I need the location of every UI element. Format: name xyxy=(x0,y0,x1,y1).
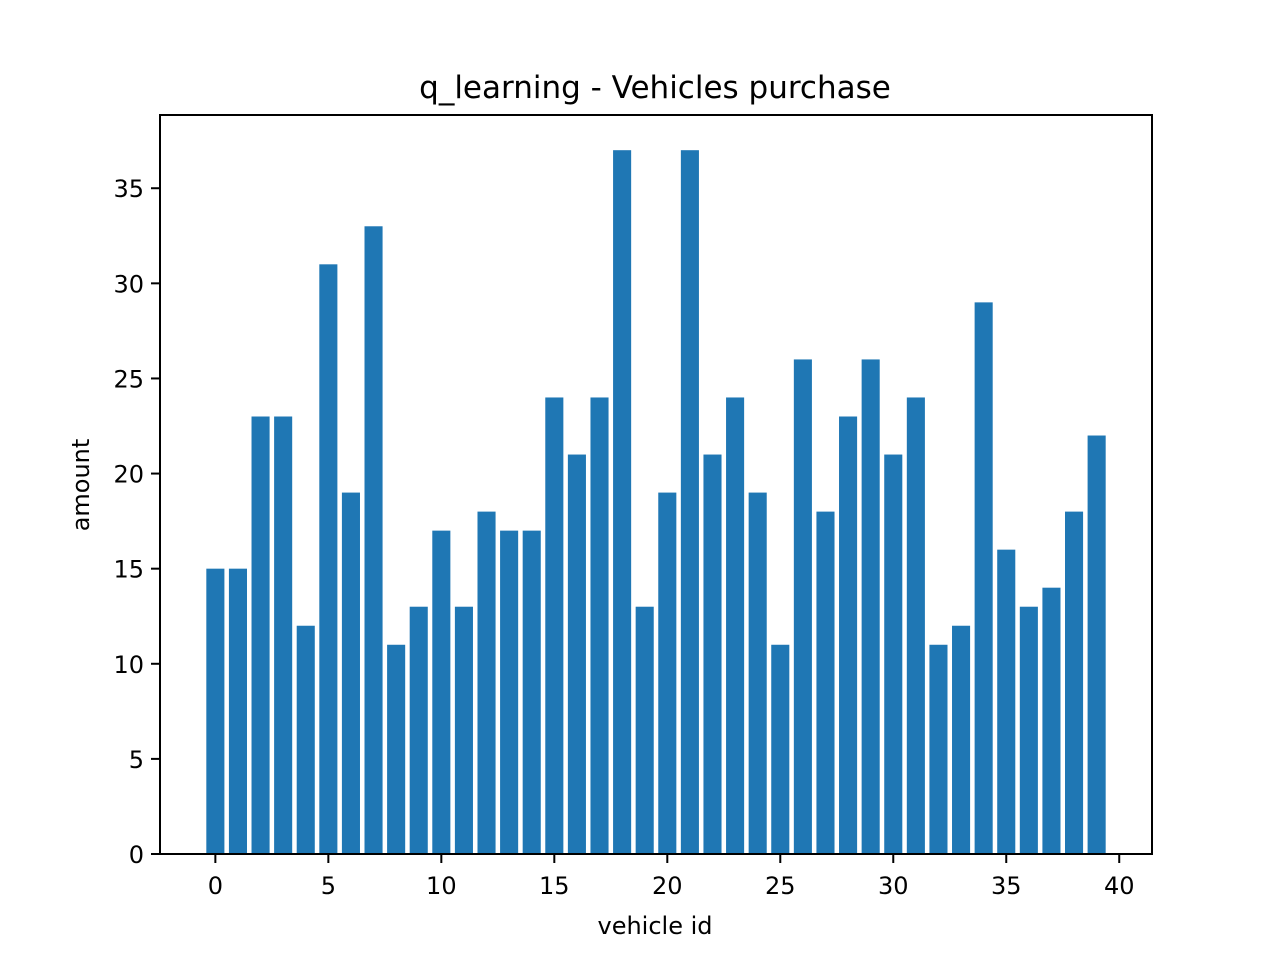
bar-vehicle-30 xyxy=(884,454,903,854)
bar-vehicle-31 xyxy=(906,397,925,854)
bar-vehicle-28 xyxy=(839,416,858,854)
bar-vehicle-15 xyxy=(545,397,564,854)
y-tick-label: 0 xyxy=(129,841,144,869)
bar-vehicle-19 xyxy=(635,606,654,854)
y-axis-label: amount xyxy=(67,439,95,532)
bar-vehicle-10 xyxy=(432,530,451,854)
bar-vehicle-34 xyxy=(974,302,993,854)
y-tick-label: 10 xyxy=(113,651,144,679)
y-tick-label: 30 xyxy=(113,270,144,298)
bar-vehicle-14 xyxy=(522,530,541,854)
bar-vehicle-5 xyxy=(319,264,338,854)
bar-vehicle-17 xyxy=(590,397,609,854)
x-tick-label: 30 xyxy=(878,872,909,900)
bar-vehicle-11 xyxy=(454,606,473,854)
bar-vehicle-20 xyxy=(658,492,677,854)
bar-vehicle-24 xyxy=(748,492,767,854)
bar-vehicle-12 xyxy=(477,511,496,854)
bar-vehicle-38 xyxy=(1065,511,1084,854)
x-tick-label: 15 xyxy=(539,872,570,900)
bar-vehicle-3 xyxy=(274,416,293,854)
y-tick-label: 20 xyxy=(113,461,144,489)
bar-vehicle-1 xyxy=(228,568,247,854)
bar-vehicle-21 xyxy=(680,150,699,854)
y-tick-label: 25 xyxy=(113,365,144,393)
bar-vehicle-32 xyxy=(929,644,948,854)
x-tick-label: 20 xyxy=(652,872,683,900)
x-tick-label: 10 xyxy=(426,872,457,900)
y-tick-label: 35 xyxy=(113,175,144,203)
x-axis-ticks: 0 5 10 15 20 25 30 35 40 xyxy=(208,854,1135,900)
bar-vehicle-25 xyxy=(771,644,790,854)
bar-vehicle-33 xyxy=(952,625,971,854)
bar-vehicle-39 xyxy=(1087,435,1106,854)
chart-title: q_learning - Vehicles purchase xyxy=(419,70,891,106)
bar-vehicle-6 xyxy=(341,492,360,854)
bar-vehicle-27 xyxy=(816,511,835,854)
bar-vehicle-7 xyxy=(364,226,383,854)
y-tick-label: 15 xyxy=(113,556,144,584)
bars-group xyxy=(206,150,1106,854)
bar-vehicle-13 xyxy=(500,530,519,854)
bar-vehicle-18 xyxy=(613,150,632,854)
x-tick-label: 35 xyxy=(991,872,1022,900)
bar-vehicle-23 xyxy=(726,397,745,854)
x-tick-label: 25 xyxy=(765,872,796,900)
bar-vehicle-4 xyxy=(296,625,315,854)
bar-vehicle-0 xyxy=(206,568,225,854)
bar-vehicle-36 xyxy=(1019,606,1038,854)
bar-vehicle-2 xyxy=(251,416,270,854)
bar-vehicle-9 xyxy=(409,606,428,854)
bar-vehicle-26 xyxy=(793,359,812,854)
x-axis-label: vehicle id xyxy=(597,912,712,940)
bar-vehicle-8 xyxy=(387,644,406,854)
plot-frame xyxy=(159,114,1153,855)
bar-vehicle-35 xyxy=(997,549,1016,854)
x-tick-label: 40 xyxy=(1104,872,1135,900)
x-tick-label: 5 xyxy=(321,872,336,900)
bar-vehicle-16 xyxy=(567,454,586,854)
bar-vehicle-22 xyxy=(703,454,722,854)
bar-vehicle-29 xyxy=(861,359,880,854)
y-tick-label: 5 xyxy=(129,746,144,774)
y-axis-ticks: 0 5 10 15 20 25 30 35 xyxy=(113,175,160,869)
bar-vehicle-37 xyxy=(1042,587,1061,854)
x-tick-label: 0 xyxy=(208,872,223,900)
